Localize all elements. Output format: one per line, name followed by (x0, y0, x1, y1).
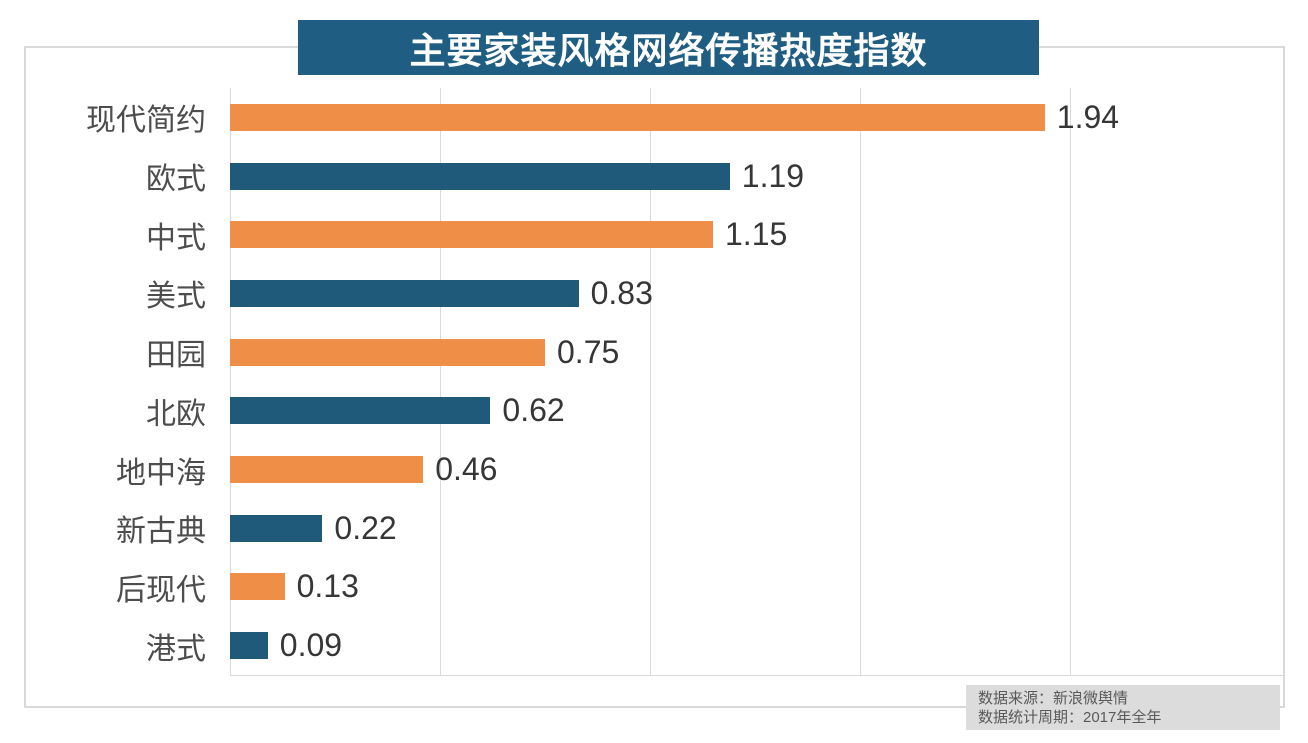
category-label: 田园 (146, 339, 206, 373)
bar (230, 514, 323, 542)
bar (230, 279, 579, 307)
chart-row: 美式 0.83 (0, 264, 1285, 323)
gridline (440, 88, 441, 675)
value-label: 0.46 (435, 451, 498, 488)
chart-row: 中式 1.15 (0, 205, 1285, 264)
value-label: 0.62 (502, 392, 565, 429)
bar (230, 456, 424, 484)
gridline (1070, 88, 1071, 675)
category-label: 新古典 (116, 515, 206, 549)
value-label: 0.75 (557, 333, 620, 370)
category-label: 美式 (146, 280, 206, 314)
value-label: 0.22 (334, 509, 397, 546)
chart-row: 地中海 0.46 (0, 440, 1285, 499)
chart-row: 北欧 0.62 (0, 382, 1285, 441)
category-label: 中式 (146, 221, 206, 255)
chart-row: 欧式 1.19 (0, 147, 1285, 206)
chart-title-banner: 主要家装风格网络传播热度指数 (298, 20, 1039, 75)
chart-row: 新古典 0.22 (0, 499, 1285, 558)
value-label: 0.83 (590, 274, 653, 311)
bar (230, 221, 713, 249)
bar (230, 632, 268, 660)
category-label: 港式 (146, 632, 206, 666)
bar (230, 573, 285, 601)
chart-row: 后现代 0.13 (0, 558, 1285, 617)
category-label: 后现代 (116, 573, 206, 607)
value-label: 0.13 (296, 568, 359, 605)
chart-title: 主要家装风格网络传播热度指数 (409, 29, 928, 71)
category-label: 地中海 (116, 456, 206, 490)
source-line: 数据来源：新浪微舆情 (978, 690, 1129, 707)
bar (230, 162, 730, 190)
value-label: 1.19 (741, 157, 805, 194)
category-label: 现代简约 (86, 104, 206, 138)
period-line: 数据统计周期：2017年全年 (978, 709, 1162, 726)
value-label: 1.94 (1056, 98, 1120, 135)
gridline (230, 88, 231, 675)
chart-row: 港式 0.09 (0, 616, 1285, 675)
x-axis-line (230, 675, 1283, 676)
gridline (860, 88, 861, 675)
bar (230, 397, 491, 425)
value-label: 0.09 (279, 627, 343, 664)
source-note: 数据来源：新浪微舆情 数据统计周期：2017年全年 (966, 685, 1280, 730)
chart-row: 田园 0.75 (0, 323, 1285, 382)
category-label: 北欧 (146, 397, 206, 431)
value-label: 1.15 (725, 216, 788, 253)
bar-rows: 现代简约 1.94 欧式 1.19 中式 1.15 美式 0.83 田园 0.75 北欧 0.62 地中… (0, 88, 1285, 675)
category-label: 欧式 (146, 163, 206, 197)
gridline (650, 88, 651, 675)
bar (230, 103, 1045, 131)
chart-row: 现代简约 1.94 (0, 88, 1285, 147)
bar (230, 338, 545, 366)
